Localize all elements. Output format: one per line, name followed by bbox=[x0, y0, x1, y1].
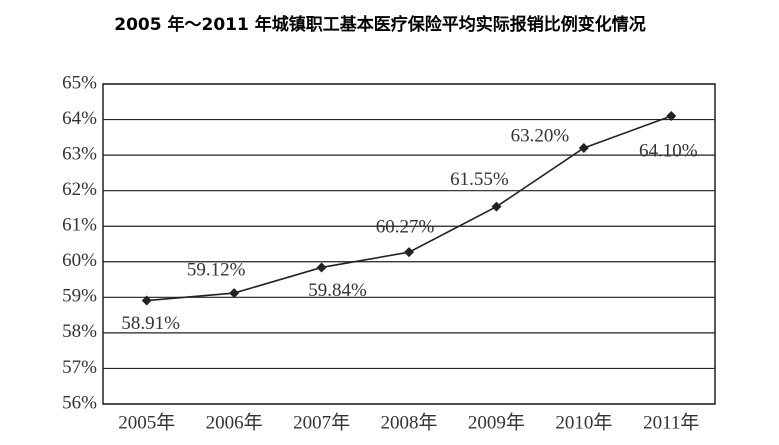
data-label: 64.10% bbox=[639, 140, 698, 161]
data-label: 61.55% bbox=[450, 169, 509, 190]
y-tick-label: 56% bbox=[62, 392, 97, 413]
data-label: 60.27% bbox=[376, 217, 435, 238]
x-tick-label: 2008年 bbox=[380, 411, 437, 433]
data-label: 63.20% bbox=[511, 125, 570, 146]
x-tick-label: 2011年 bbox=[643, 411, 699, 433]
y-tick-label: 58% bbox=[62, 321, 97, 342]
y-tick-label: 64% bbox=[62, 108, 97, 129]
y-tick-label: 65% bbox=[62, 72, 97, 93]
y-tick-label: 61% bbox=[62, 215, 97, 236]
y-tick-label: 60% bbox=[62, 250, 97, 271]
y-tick-label: 59% bbox=[62, 286, 97, 307]
x-tick-label: 2009年 bbox=[468, 411, 525, 433]
x-tick-label: 2007年 bbox=[293, 411, 350, 433]
chart-title: 2005 年～2011 年城镇职工基本医疗保险平均实际报销比例变化情况 bbox=[114, 14, 645, 35]
data-label: 59.84% bbox=[308, 280, 367, 301]
point-marker bbox=[316, 262, 327, 273]
point-marker bbox=[578, 143, 589, 153]
data-label: 59.12% bbox=[187, 259, 246, 280]
point-marker bbox=[141, 295, 152, 306]
x-tick-label: 2010年 bbox=[555, 411, 612, 433]
x-tick-label: 2006年 bbox=[206, 411, 263, 433]
y-tick-label: 57% bbox=[62, 357, 97, 378]
y-tick-label: 63% bbox=[62, 143, 97, 164]
point-marker bbox=[229, 288, 240, 299]
y-tick-label: 62% bbox=[62, 179, 97, 200]
point-marker bbox=[666, 111, 677, 121]
point-marker bbox=[404, 247, 414, 258]
point-marker bbox=[491, 201, 502, 212]
x-tick-label: 2005年 bbox=[118, 411, 175, 433]
plot-frame bbox=[102, 83, 716, 405]
data-label: 58.91% bbox=[121, 313, 180, 334]
